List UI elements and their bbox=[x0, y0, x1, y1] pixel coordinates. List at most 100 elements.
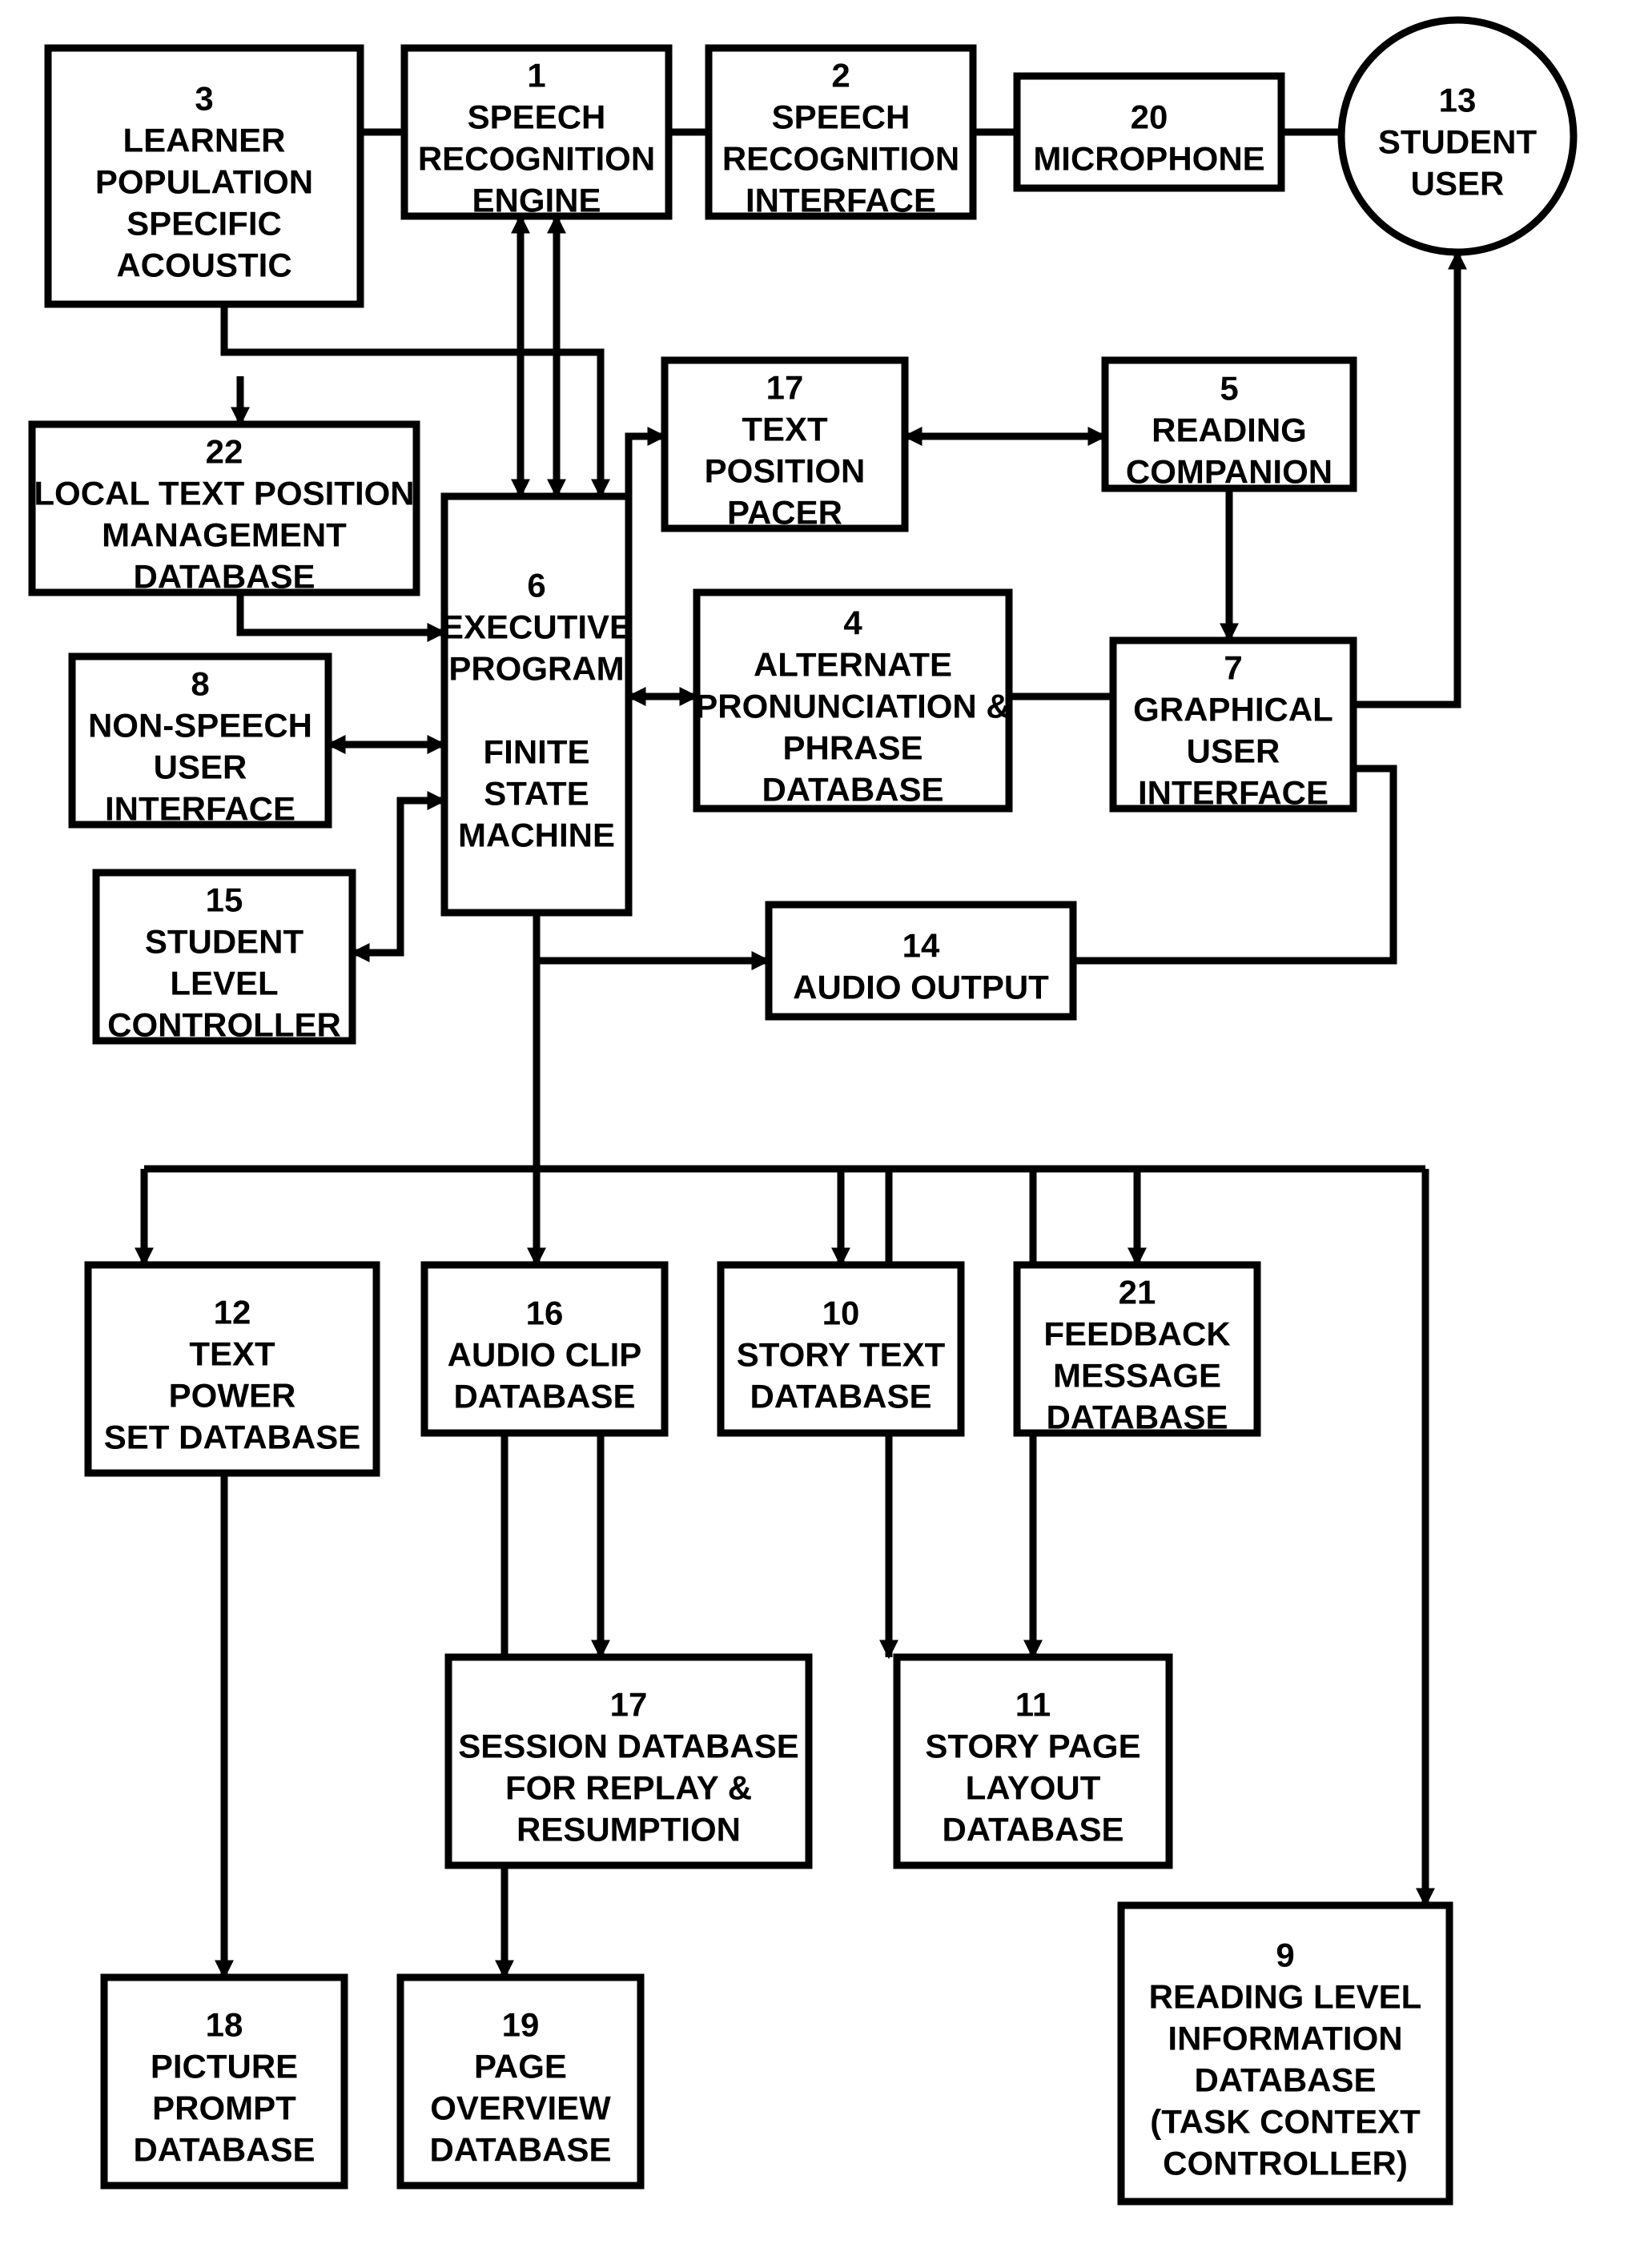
node-label: PHRASE bbox=[782, 729, 923, 766]
node-label: CONTROLLER bbox=[107, 1006, 341, 1043]
diagram-canvas: 3LEARNERPOPULATIONSPECIFICACOUSTIC1SPEEC… bbox=[0, 0, 1636, 2268]
node-number: 22 bbox=[206, 432, 243, 470]
node-label: USER bbox=[154, 748, 247, 785]
node-n6: 6 EXECUTIVE PROGRAM FINITE STATE MACHINE bbox=[441, 496, 632, 913]
node-label: USER bbox=[1187, 732, 1280, 769]
node-label: PACER bbox=[727, 493, 842, 531]
node-n3: 3 LEARNER POPULATION SPECIFIC ACOUSTIC bbox=[48, 48, 360, 304]
node-n7: 7GRAPHICALUSERINTERFACE bbox=[1113, 640, 1353, 811]
node-label: ACOUSTIC bbox=[116, 246, 291, 283]
node-n9: 9READING LEVELINFORMATIONDATABASE(TASK C… bbox=[1121, 1905, 1449, 2202]
node-n19: 19PAGEOVERVIEWDATABASE bbox=[400, 1977, 641, 2186]
node-label: INTERFACE bbox=[1138, 773, 1328, 811]
node-number: 14 bbox=[902, 926, 940, 964]
node-label: OVERVIEW bbox=[430, 2089, 611, 2126]
node-number: 9 bbox=[1276, 1936, 1294, 1973]
node-n2: 2SPEECHRECOGNITIONINTERFACE bbox=[709, 48, 973, 219]
node-number: 12 bbox=[214, 1293, 251, 1331]
node-label: STORY PAGE bbox=[925, 1727, 1140, 1764]
node-label: AUDIO OUTPUT bbox=[793, 968, 1049, 1006]
node-label: FINITE bbox=[484, 733, 590, 770]
node-label: STUDENT bbox=[1378, 122, 1538, 160]
node-label: TEXT bbox=[189, 1335, 275, 1372]
node-label: SPECIFIC bbox=[127, 204, 282, 242]
node-label: ENGINE bbox=[472, 181, 601, 219]
node-label: DATABASE bbox=[1194, 2061, 1376, 2098]
node-label: INTERFACE bbox=[105, 789, 295, 827]
node-number: 15 bbox=[206, 881, 243, 918]
node-label: MESSAGE bbox=[1053, 1356, 1221, 1394]
node-n5: 5READINGCOMPANION bbox=[1105, 360, 1353, 490]
node-label: PICTURE bbox=[151, 2047, 298, 2085]
node-n20: 20 MICROPHONE bbox=[1017, 76, 1281, 188]
node-label: PAGE bbox=[474, 2047, 567, 2085]
node-label: ALTERNATE bbox=[754, 645, 952, 683]
node-number: 17 bbox=[610, 1685, 648, 1723]
node-label: MACHINE bbox=[458, 816, 615, 853]
node-label: LEVEL bbox=[170, 964, 278, 1002]
node-label: PROGRAM bbox=[448, 649, 624, 687]
node-n10: 10STORY TEXTDATABASE bbox=[721, 1265, 961, 1433]
node-n13: 13 STUDENT USER bbox=[1341, 20, 1574, 252]
edge bbox=[352, 801, 444, 953]
node-label: SESSION DATABASE bbox=[458, 1727, 799, 1764]
node-label: MANAGEMENT bbox=[102, 516, 347, 553]
node-number: 21 bbox=[1119, 1273, 1156, 1311]
node-n21: 21FEEDBACKMESSAGEDATABASE bbox=[1017, 1265, 1257, 1435]
node-number: 7 bbox=[1224, 648, 1242, 686]
node-label: DATABASE bbox=[942, 1810, 1123, 1848]
edge bbox=[240, 592, 444, 632]
nodes: 3LEARNERPOPULATIONSPECIFICACOUSTIC1SPEEC… bbox=[32, 20, 1574, 2202]
node-n22: 22LOCAL TEXT POSITIONMANAGEMENTDATABASE bbox=[32, 424, 416, 595]
node-label: (TASK CONTEXT bbox=[1150, 2102, 1421, 2140]
node-n1: 1SPEECHRECOGNITIONENGINE bbox=[404, 48, 669, 219]
node-number: 8 bbox=[191, 664, 209, 702]
node-label: NON-SPEECH bbox=[88, 706, 312, 744]
node-label: EXECUTIVE bbox=[441, 608, 632, 645]
node-label: DATABASE bbox=[133, 2130, 315, 2168]
node-label: USER bbox=[1411, 164, 1505, 202]
node-label: RESUMPTION bbox=[517, 1810, 741, 1848]
node-number: 6 bbox=[527, 566, 545, 604]
node-label: LEARNER bbox=[123, 121, 285, 159]
node-n4: 4ALTERNATEPRONUNCIATION &PHRASEDATABASE bbox=[695, 592, 1011, 809]
node-n11: 11 STORY PAGE LAYOUT DATABASE bbox=[897, 1657, 1169, 1865]
node-number: 2 bbox=[831, 56, 850, 94]
node-label: DATABASE bbox=[1046, 1398, 1228, 1435]
node-n16: 16AUDIO CLIPDATABASE bbox=[424, 1265, 665, 1433]
edge bbox=[1353, 252, 1457, 704]
node-label: FOR REPLAY & bbox=[505, 1768, 752, 1806]
node-label: READING LEVEL bbox=[1149, 1977, 1422, 2015]
node-label: STUDENT bbox=[145, 922, 304, 960]
node-n8: 8 NON-SPEECH USER INTERFACE bbox=[72, 656, 328, 827]
node-label: INTERFACE bbox=[746, 181, 936, 219]
node-n14: 14 AUDIO OUTPUT bbox=[769, 905, 1073, 1017]
node-label: MICROPHONE bbox=[1033, 139, 1264, 177]
node-number: 13 bbox=[1439, 81, 1477, 118]
node-label: READING bbox=[1152, 411, 1307, 448]
node-label: POSITION bbox=[705, 452, 866, 489]
node-number: 17 bbox=[766, 368, 804, 406]
node-label: LAYOUT bbox=[966, 1768, 1101, 1806]
node-label: SPEECH bbox=[468, 98, 606, 135]
node-label: TEXT bbox=[742, 410, 828, 448]
node-label: DATABASE bbox=[429, 2130, 611, 2168]
node-n17b: 17 SESSION DATABASE FOR REPLAY & RESUMPTION bbox=[448, 1657, 809, 1865]
node-number: 4 bbox=[843, 604, 862, 641]
node-number: 20 bbox=[1131, 98, 1168, 135]
node-n18: 18PICTUREPROMPTDATABASE bbox=[104, 1977, 344, 2186]
node-label: AUDIO CLIP bbox=[448, 1335, 642, 1373]
node-label: RECOGNITION bbox=[722, 139, 959, 177]
node-number: 11 bbox=[1015, 1685, 1051, 1723]
node-number: 16 bbox=[526, 1294, 564, 1331]
node-label: PROMPT bbox=[152, 2089, 296, 2126]
node-n17a: 17 TEXT POSITION PACER bbox=[665, 360, 905, 531]
node-n12: 12TEXTPOWERSET DATABASE bbox=[88, 1265, 376, 1473]
node-label: DATABASE bbox=[133, 557, 315, 595]
node-label: POWER bbox=[169, 1376, 296, 1414]
node-label: RECOGNITION bbox=[418, 139, 655, 177]
node-label: POPULATION bbox=[95, 163, 313, 200]
node-label: CONTROLLER) bbox=[1163, 2144, 1408, 2182]
node-number: 3 bbox=[195, 79, 213, 117]
node-label: STATE bbox=[484, 774, 589, 812]
